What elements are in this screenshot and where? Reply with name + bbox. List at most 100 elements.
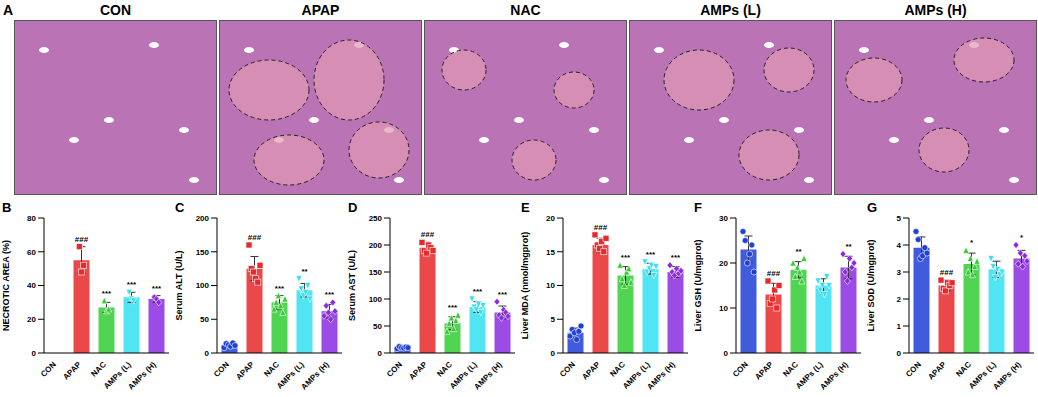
html-text:AMPs (H): AMPs (H) bbox=[904, 2, 967, 18]
svg-text:CON: CON bbox=[212, 360, 231, 379]
svg-text:APAP: APAP bbox=[234, 360, 256, 382]
svg-text:AMPs (H): AMPs (H) bbox=[991, 360, 1023, 392]
svg-text:20: 20 bbox=[546, 214, 555, 223]
svg-text:APAP: APAP bbox=[580, 360, 602, 382]
html-text:APAP: APAP bbox=[301, 2, 340, 18]
svg-text:AMPs (L): AMPs (L) bbox=[275, 360, 306, 391]
svg-text:Liver MDA (nmol/mgprot): Liver MDA (nmol/mgprot) bbox=[520, 232, 530, 340]
svg-text:***: *** bbox=[448, 303, 458, 312]
svg-text:***: *** bbox=[473, 287, 483, 296]
svg-text:***: *** bbox=[275, 284, 285, 293]
svg-text:200: 200 bbox=[196, 214, 210, 223]
svg-text:250: 250 bbox=[369, 214, 383, 223]
svg-text:NAC: NAC bbox=[435, 360, 454, 379]
svg-text:CON: CON bbox=[731, 360, 750, 379]
svg-text:100: 100 bbox=[369, 295, 383, 304]
svg-text:60: 60 bbox=[27, 248, 36, 257]
svg-text:*: * bbox=[1020, 233, 1024, 242]
svg-text:40: 40 bbox=[27, 281, 36, 290]
svg-text:AMPs (L): AMPs (L) bbox=[621, 360, 652, 391]
svg-text:AMPs (L): AMPs (L) bbox=[794, 360, 825, 391]
svg-text:###: ### bbox=[75, 235, 89, 244]
svg-text:CON: CON bbox=[385, 360, 404, 379]
svg-text:NAC: NAC bbox=[262, 360, 281, 379]
svg-text:50: 50 bbox=[373, 322, 382, 331]
svg-text:Serum AST (U/L): Serum AST (U/L) bbox=[347, 250, 357, 321]
html-text:C: C bbox=[175, 200, 185, 215]
svg-text:***: *** bbox=[498, 290, 508, 299]
svg-text:CON: CON bbox=[904, 360, 923, 379]
svg-text:10: 10 bbox=[546, 281, 555, 290]
svg-text:NAC: NAC bbox=[608, 360, 627, 379]
svg-text:0: 0 bbox=[378, 349, 383, 358]
svg-text:0: 0 bbox=[551, 349, 556, 358]
svg-text:Liver SOD (U/mgprot): Liver SOD (U/mgprot) bbox=[866, 239, 876, 331]
svg-text:20: 20 bbox=[27, 315, 36, 324]
svg-text:2: 2 bbox=[897, 295, 902, 304]
svg-text:150: 150 bbox=[196, 248, 210, 257]
svg-text:***: *** bbox=[646, 250, 656, 259]
svg-text:AMPs (L): AMPs (L) bbox=[448, 360, 479, 391]
svg-text:20: 20 bbox=[719, 259, 728, 268]
svg-text:100: 100 bbox=[196, 281, 210, 290]
svg-text:***: *** bbox=[325, 290, 335, 299]
svg-text:AMPs (H): AMPs (H) bbox=[818, 360, 850, 392]
svg-text:80: 80 bbox=[27, 214, 36, 223]
svg-text:200: 200 bbox=[369, 241, 383, 250]
html-text:NAC: NAC bbox=[510, 2, 541, 18]
svg-text:AMPs (H): AMPs (H) bbox=[472, 360, 504, 392]
svg-text:APAP: APAP bbox=[61, 360, 83, 382]
svg-text:Liver GSH (U/mgprot): Liver GSH (U/mgprot) bbox=[693, 239, 703, 331]
svg-text:CON: CON bbox=[558, 360, 577, 379]
svg-text:**: ** bbox=[845, 242, 852, 251]
svg-text:**: ** bbox=[301, 267, 308, 276]
svg-text:CON: CON bbox=[39, 360, 58, 379]
svg-text:1: 1 bbox=[897, 322, 902, 331]
svg-text:4: 4 bbox=[897, 241, 902, 250]
svg-text:150: 150 bbox=[369, 268, 383, 277]
svg-text:15: 15 bbox=[546, 248, 555, 257]
svg-text:###: ### bbox=[767, 269, 781, 278]
svg-text:APAP: APAP bbox=[407, 360, 429, 382]
svg-text:***: *** bbox=[671, 253, 681, 262]
html-text:D: D bbox=[348, 200, 358, 215]
svg-text:AMPs (H): AMPs (H) bbox=[126, 360, 158, 392]
svg-text:0: 0 bbox=[897, 349, 902, 358]
svg-text:###: ### bbox=[940, 268, 954, 277]
html-text:A: A bbox=[3, 2, 14, 18]
svg-text:0: 0 bbox=[32, 349, 37, 358]
svg-text:AMPs (L): AMPs (L) bbox=[967, 360, 998, 391]
svg-text:NAC: NAC bbox=[781, 360, 800, 379]
svg-text:###: ### bbox=[594, 223, 608, 232]
svg-text:AMPs (H): AMPs (H) bbox=[645, 360, 677, 392]
svg-text:###: ### bbox=[248, 233, 262, 242]
svg-text:NAC: NAC bbox=[954, 360, 973, 379]
svg-text:0: 0 bbox=[724, 349, 729, 358]
html-text:B: B bbox=[2, 200, 12, 215]
svg-text:***: *** bbox=[621, 253, 631, 262]
svg-text:10: 10 bbox=[719, 304, 728, 313]
svg-text:NAC: NAC bbox=[89, 360, 108, 379]
svg-text:30: 30 bbox=[719, 214, 728, 223]
html-text:CON: CON bbox=[99, 2, 132, 18]
svg-text:***: *** bbox=[102, 289, 112, 298]
svg-text:**: ** bbox=[795, 247, 802, 256]
svg-text:5: 5 bbox=[897, 214, 902, 223]
svg-text:50: 50 bbox=[200, 315, 209, 324]
svg-text:0: 0 bbox=[205, 349, 210, 358]
svg-text:NECROTIC AREA (%): NECROTIC AREA (%) bbox=[1, 240, 11, 331]
svg-text:Serum ALT (U/L): Serum ALT (U/L) bbox=[174, 251, 184, 321]
svg-text:APAP: APAP bbox=[926, 360, 948, 382]
svg-text:5: 5 bbox=[551, 315, 556, 324]
svg-text:AMPs (L): AMPs (L) bbox=[102, 360, 133, 391]
html-text:G: G bbox=[867, 200, 878, 215]
html-text:E: E bbox=[521, 200, 530, 215]
svg-text:3: 3 bbox=[897, 268, 902, 277]
svg-text:###: ### bbox=[421, 230, 435, 239]
svg-text:*: * bbox=[970, 238, 974, 247]
svg-text:***: *** bbox=[127, 280, 137, 289]
svg-text:APAP: APAP bbox=[753, 360, 775, 382]
svg-text:***: *** bbox=[152, 284, 162, 293]
svg-text:AMPs (H): AMPs (H) bbox=[299, 360, 331, 392]
html-text:AMPs (L): AMPs (L) bbox=[700, 2, 761, 18]
